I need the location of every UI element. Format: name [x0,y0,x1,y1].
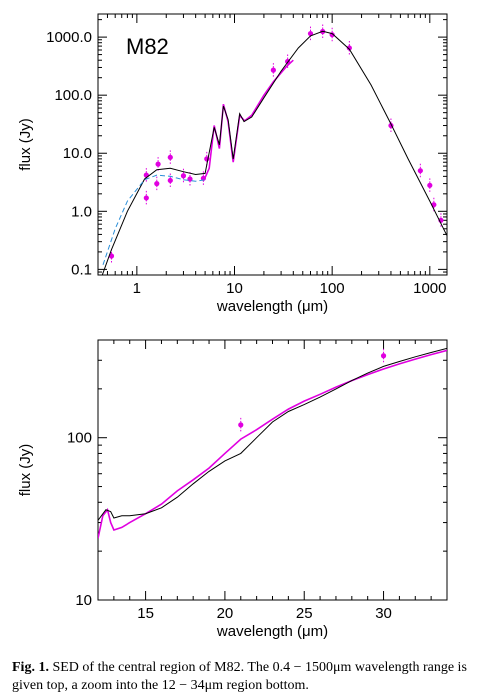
photometry-point [155,161,161,167]
data-marks-bottom [98,347,447,539]
photometry-point [154,181,160,187]
y-tick-label: 1.0 [71,203,92,220]
photometry-point [427,182,433,188]
plot-frame-bottom [97,339,448,601]
photometry-point [380,353,387,359]
photometry-point [187,176,193,182]
x-tick-label: 25 [296,605,313,622]
photometry-point [143,195,149,201]
y-tick-label: 100 [67,430,92,447]
photometry-point [238,422,244,428]
panel-title: M82 [126,34,169,59]
photometry-point [346,45,352,51]
x-tick-label: 1000 [413,280,446,297]
model-alt-curve [102,174,206,265]
x-tick-label: 100 [320,280,345,297]
photometry-point [167,177,173,184]
y-tick-label: 0.1 [71,261,92,278]
x-tick-label: 10 [226,280,243,297]
y-axis-title-top: flux (Jy) [17,118,34,171]
data-marks-top [101,24,447,275]
photometry-point [167,154,173,160]
x-tick-label: 1 [133,280,141,297]
y-axis-title-bottom: flux (Jy) [17,444,34,497]
model-curve [98,347,447,521]
photometry-point [143,172,149,178]
caption-label: Fig. 1. [12,660,49,675]
x-tick-label: 15 [137,605,154,622]
plot-frame-top [97,13,448,276]
photometry-point [108,253,115,259]
spectrum-curve [98,349,447,539]
axis-ticks-bottom: 15 20 25 30 10 100 [67,340,447,622]
figure-canvas: 1 10 100 1000 0.1 1.0 10.0 100.0 1000.0 M82 wave… [17,13,448,640]
sed-full-range-panel: 1 10 100 1000 0.1 1.0 10.0 100.0 1000.0 M82 wave… [17,13,448,315]
y-tick-label: 10 [75,592,92,609]
model-curve [101,30,447,275]
photometry-point [417,168,423,174]
y-tick-label: 10.0 [63,145,92,162]
axis-ticks-top: 1 10 100 1000 0.1 1.0 10.0 100.0 1000.0 [46,14,447,297]
photometry-point [180,173,187,179]
x-tick-label: 20 [217,605,234,622]
caption-text: SED of the central region of M82. The 0.… [12,660,467,693]
figure-caption: Fig. 1. SED of the central region of M82… [12,659,472,695]
y-tick-label: 100.0 [54,87,92,104]
x-axis-title-bottom: wavelength (μm) [216,623,328,640]
x-axis-title-top: wavelength (μm) [216,298,328,315]
y-tick-label: 1000.0 [46,29,92,46]
x-tick-label: 30 [375,605,392,622]
photometry-point [270,67,276,73]
sed-zoom-panel: 15 20 25 30 10 100 wavelength (μm) flux (Jy) [17,339,448,640]
